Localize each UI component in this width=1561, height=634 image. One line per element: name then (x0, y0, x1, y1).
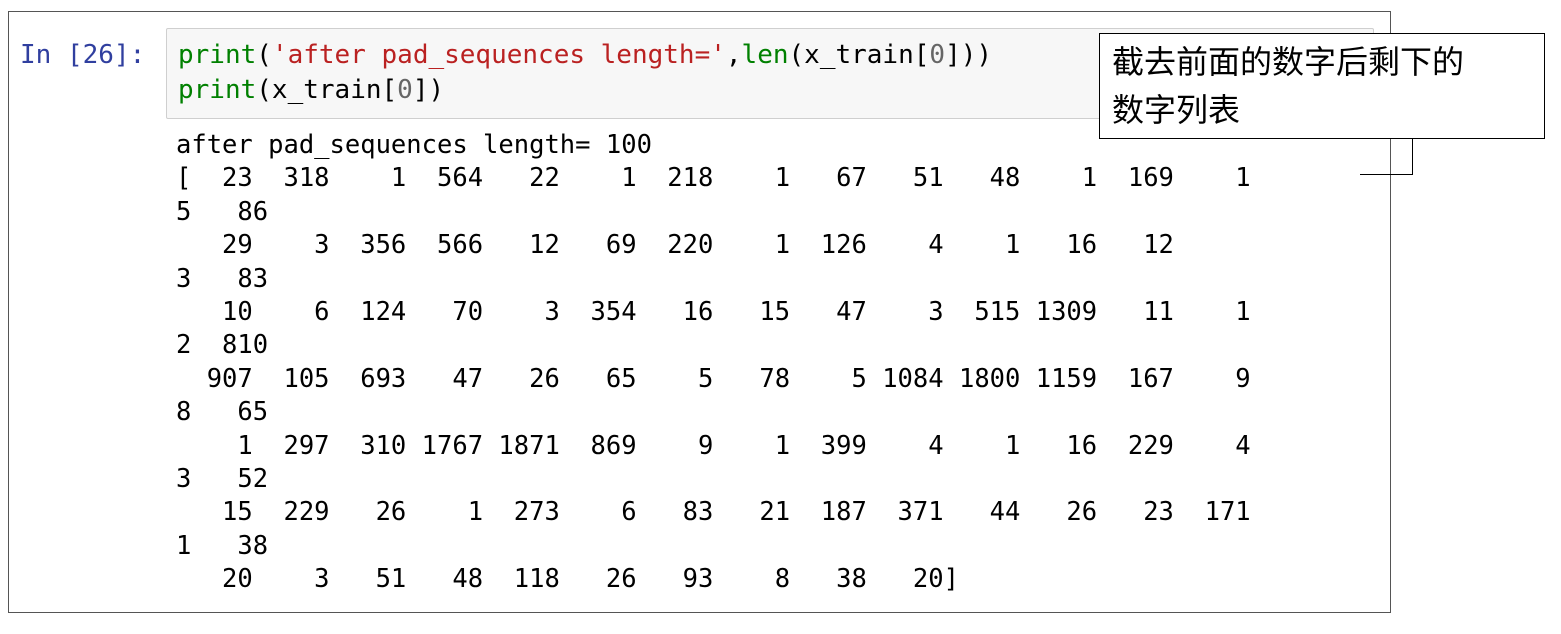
output-line: 3 83 (176, 263, 269, 294)
annotation-callout: 截去前面的数字后剩下的 数字列表 (1099, 33, 1545, 139)
code-line: print('after pad_sequences length=',len(… (178, 38, 992, 73)
input-prompt: In [26]: (20, 40, 146, 70)
code-token: len (741, 40, 789, 70)
output-line: 8 65 (176, 397, 269, 428)
callout-leader-horizontal (1360, 174, 1413, 175)
code-editor[interactable]: print('after pad_sequences length=',len(… (178, 38, 992, 108)
code-line: print(x_train[0]) (178, 73, 992, 108)
code-token: , (725, 40, 742, 70)
output-line: 1 297 310 1767 1871 869 9 1 399 4 1 16 2… (176, 430, 1251, 461)
output-line: 2 810 (176, 330, 269, 361)
output-line: 15 229 26 1 273 6 83 21 187 371 44 26 23… (176, 497, 1251, 528)
callout-leader-vertical (1412, 139, 1413, 175)
code-token: (x_train[ (788, 40, 930, 70)
code-token: (x_train[ (256, 75, 398, 105)
output-line: 5 86 (176, 196, 269, 227)
annotation-line-1: 截去前面的数字后剩下的 (1112, 43, 1465, 81)
code-token: 'after pad_sequences length=' (271, 40, 726, 70)
output-line: 10 6 124 70 3 354 16 15 47 3 515 1309 11… (176, 296, 1251, 327)
output-line: 907 105 693 47 26 65 5 78 5 1084 1800 11… (176, 363, 1251, 394)
output-line: after pad_sequences length= 100 (176, 130, 652, 160)
output-line: 3 52 (176, 463, 269, 494)
annotation-line-2: 数字列表 (1112, 91, 1241, 129)
output-line: 29 3 356 566 12 69 220 1 126 4 1 16 12 (176, 230, 1174, 261)
code-token: ]) (412, 75, 445, 105)
code-token: print (178, 75, 257, 105)
code-token: 0 (397, 75, 413, 105)
cell-output: after pad_sequences length= 100[ 23 318 … (176, 129, 1251, 596)
code-token: ])) (945, 40, 993, 70)
code-token: 0 (929, 40, 946, 70)
output-line: 20 3 51 48 118 26 93 8 38 20] (176, 564, 959, 595)
output-line: [ 23 318 1 564 22 1 218 1 67 51 48 1 169… (176, 163, 1251, 194)
code-token: ( (256, 40, 272, 70)
code-token: print (178, 40, 257, 70)
output-line: 1 38 (176, 530, 269, 561)
